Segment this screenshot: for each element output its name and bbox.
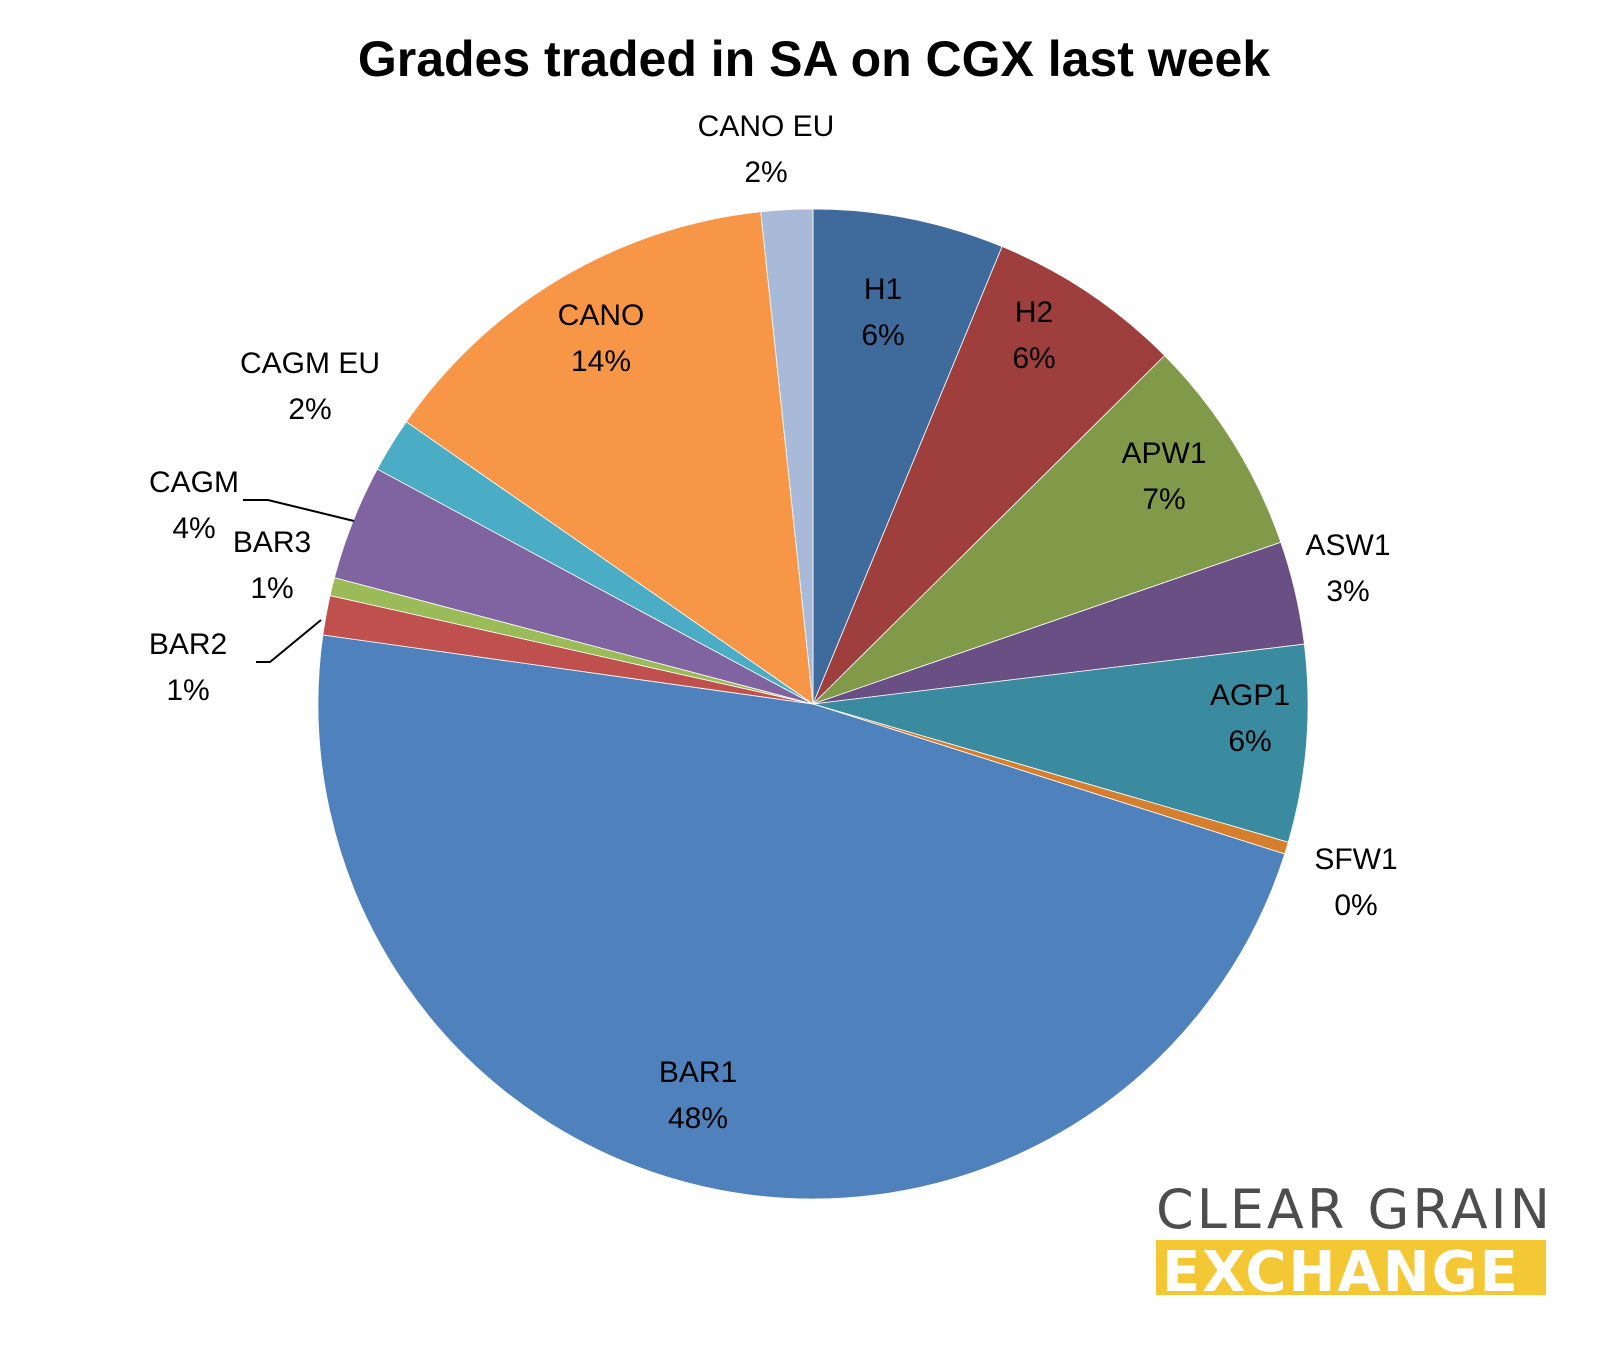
slice-pct-apw1: 7% [1142, 483, 1185, 516]
leader-lines [243, 499, 355, 663]
logo-line-1: CLEAR GRAIN [1156, 1178, 1553, 1241]
slice-pct-asw1: 3% [1326, 575, 1369, 608]
slice-labels: H1 6% H2 6% APW1 7% ASW1 3% AGP1 6% SFW1 0% BAR1 48% B… [149, 110, 1398, 1135]
pie-slice-bar1 [317, 634, 1286, 1200]
leader-line-bar2 [256, 619, 322, 663]
slice-pct-cano-eu: 2% [744, 156, 787, 189]
slice-pct-bar3: 1% [250, 572, 293, 605]
slice-pct-cagm: 4% [172, 512, 215, 545]
clear-grain-exchange-logo: CLEAR GRAIN EXCHANGE [1156, 1178, 1553, 1305]
slice-label-apw1: APW1 [1121, 437, 1206, 470]
logo-line-2: EXCHANGE [1162, 1240, 1520, 1305]
pie-slice-agp1 [812, 643, 1309, 843]
slice-label-sfw1: SFW1 [1314, 843, 1397, 876]
pie-slices [317, 208, 1309, 1200]
slice-label-cagm: CAGM [149, 466, 239, 499]
slice-label-agp1: AGP1 [1210, 679, 1290, 712]
slice-label-cano-eu: CANO EU [698, 110, 835, 143]
slice-pct-cano: 14% [571, 345, 631, 378]
pie-slice-h2 [812, 246, 1166, 705]
chart-title: Grades traded in SA on CGX last week [358, 31, 1270, 87]
slice-label-asw1: ASW1 [1305, 529, 1390, 562]
slice-pct-h1: 6% [861, 319, 904, 352]
slice-label-cano: CANO [558, 299, 645, 332]
slice-label-bar1: BAR1 [659, 1056, 737, 1089]
slice-pct-h2: 6% [1012, 342, 1055, 375]
pie-slice-apw1 [812, 355, 1282, 705]
slice-pct-sfw1: 0% [1334, 889, 1377, 922]
slice-pct-agp1: 6% [1228, 725, 1271, 758]
pie-slice-cano [405, 211, 814, 705]
slice-pct-cagm-eu: 2% [288, 393, 331, 426]
pie-slice-h1 [812, 208, 1003, 705]
slice-pct-bar2: 1% [166, 674, 209, 707]
slice-pct-bar1: 48% [668, 1102, 728, 1135]
slice-label-cagm-eu: CAGM EU [240, 347, 380, 380]
leader-line-cagm [243, 499, 355, 522]
slice-label-h2: H2 [1015, 296, 1053, 329]
logo-accent-bar [1156, 1240, 1546, 1295]
slice-label-h1: H1 [864, 273, 902, 306]
slice-label-bar2: BAR2 [149, 628, 227, 661]
slice-label-bar3: BAR3 [233, 526, 311, 559]
pie-slice-cano-eu [760, 208, 814, 705]
